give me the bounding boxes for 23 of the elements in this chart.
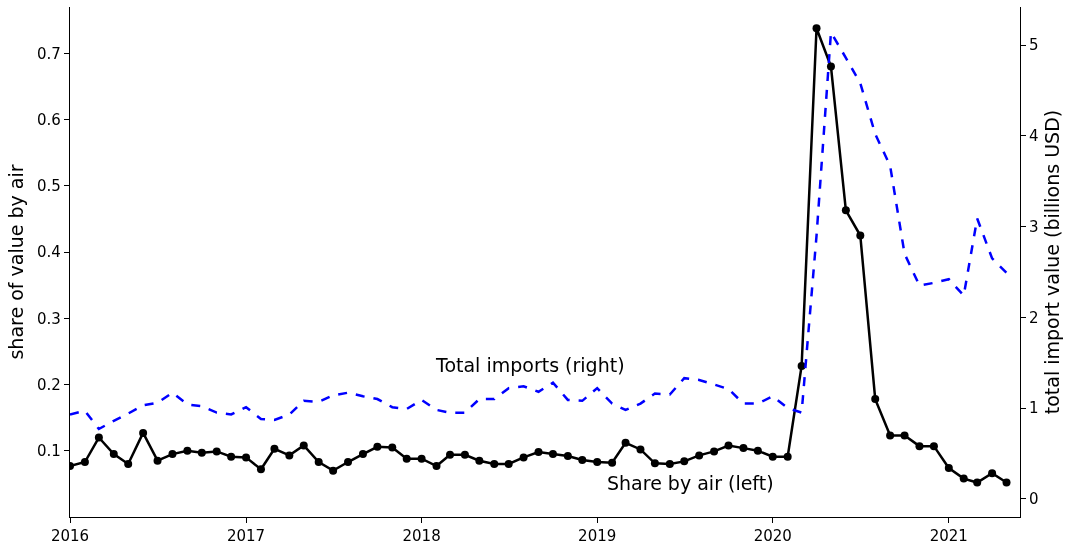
y-tick-label: 0.3 <box>37 309 61 328</box>
y2-axis-title: total import value (billions USD) <box>1041 109 1064 415</box>
y-tick-label: 0.7 <box>37 44 61 63</box>
x-tick-label: 2019 <box>578 527 617 546</box>
annotation: Total imports (right) <box>435 354 625 376</box>
y-tick-label: 0.6 <box>37 110 61 129</box>
x-tick-label: 2020 <box>753 527 792 546</box>
x-tick-label: 2018 <box>402 527 441 546</box>
y2-tick-label: 3 <box>1029 217 1039 236</box>
y2-tick-label: 5 <box>1029 36 1039 55</box>
x-tick-label: 2016 <box>50 527 90 546</box>
y2-tick-label: 0 <box>1029 490 1039 509</box>
y2-tick-label: 4 <box>1029 127 1039 146</box>
y2-tick-label: 2 <box>1029 308 1039 327</box>
x-tick-label: 2017 <box>226 527 266 546</box>
y-tick-label: 0.2 <box>37 375 61 394</box>
annotation: Share by air (left) <box>607 472 774 494</box>
y2-tick-label: 1 <box>1029 399 1039 418</box>
y-axis-title: share of value by air <box>4 164 27 360</box>
y-tick-label: 0.4 <box>37 243 61 262</box>
y-tick-label: 0.1 <box>37 442 61 461</box>
y-tick-label: 0.5 <box>37 177 61 196</box>
x-tick-label: 2021 <box>929 527 968 546</box>
